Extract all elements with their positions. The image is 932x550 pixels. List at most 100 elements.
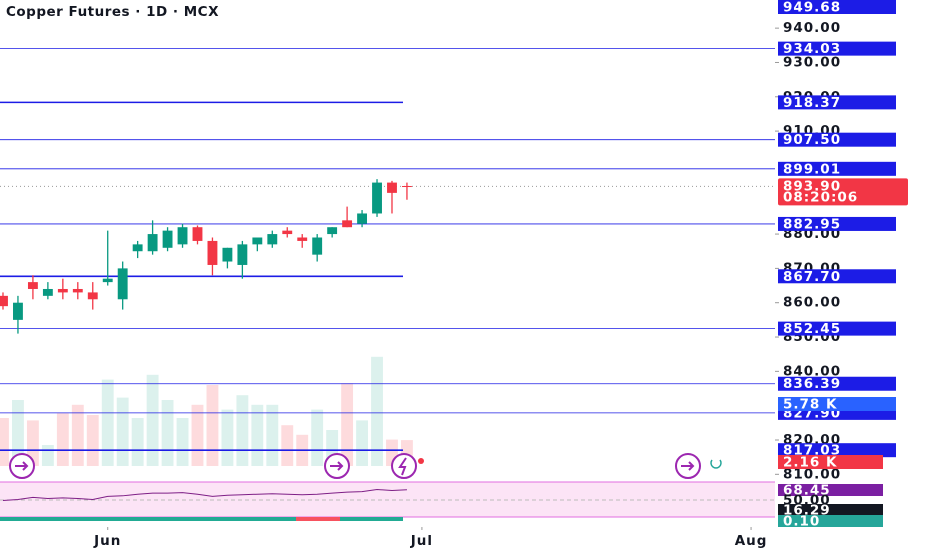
icon-arrow [330, 461, 344, 471]
level-label-box [778, 321, 896, 336]
candle-body [162, 230, 173, 248]
volume-last-label: 2.16 K [783, 455, 837, 471]
candle-body [132, 244, 143, 252]
level-label: 882.95 [783, 216, 841, 232]
volume-bar [116, 397, 129, 466]
volume-bar [236, 395, 249, 466]
volume-bar [86, 415, 99, 466]
volume-bar [146, 374, 159, 466]
volume-bar [26, 420, 39, 466]
candle-body [237, 244, 248, 265]
candle-body [342, 220, 353, 228]
indicator-strip-red [296, 517, 340, 521]
level-label: 817.03 [783, 443, 841, 459]
volume-bar [266, 404, 279, 466]
volume-bar [176, 418, 189, 466]
plot-area [0, 48, 775, 502]
candle-body [0, 295, 8, 307]
candle-body [27, 282, 38, 289]
x-tick-label: Jul [410, 533, 433, 549]
price-scale-labels: 810.00820.00840.00850.00860.00870.00880.… [775, 0, 908, 530]
volume-bar [0, 418, 9, 466]
volume-bar [56, 413, 69, 466]
icon-moon [710, 459, 722, 469]
level-label-box [778, 161, 896, 176]
candle-body [57, 288, 68, 293]
level-label-box [778, 269, 896, 284]
volume-bar [191, 404, 204, 466]
level-label: 949.68 [783, 0, 841, 16]
volume-bar [12, 400, 24, 466]
level-label-box [778, 0, 896, 14]
candle-body [267, 234, 278, 245]
candle-body [222, 247, 233, 262]
candle-body [13, 302, 23, 320]
level-label: 899.01 [783, 161, 841, 177]
candle-body [117, 268, 128, 300]
candle-body [42, 288, 53, 296]
candle-body [177, 227, 188, 245]
rsi-line [2, 488, 407, 502]
candle-body [357, 213, 368, 224]
icon-arrow [681, 461, 695, 471]
candle-body [72, 288, 83, 293]
candle-body [252, 237, 263, 245]
volume-ma-label: 5.78 K [783, 397, 837, 413]
countdown: 08:20:06 [783, 189, 858, 205]
candle-body [147, 234, 158, 252]
volume-bar [161, 400, 174, 466]
level-label-box [778, 443, 896, 458]
volume-bar [251, 404, 264, 466]
candle-body [312, 237, 323, 255]
volume-bar [371, 356, 383, 466]
volume-bar [281, 425, 294, 466]
chart-title: Copper Futures · 1D · MCX [6, 4, 219, 20]
last-price-box [778, 178, 908, 206]
level-label: 836.39 [783, 376, 841, 392]
candle-body [402, 186, 412, 188]
level-label-box [778, 41, 896, 56]
rsi-label: 16.29 [783, 503, 831, 519]
level-label: 867.70 [783, 269, 841, 285]
volume-bar [341, 383, 354, 466]
candle-body [327, 227, 338, 235]
level-label-box [778, 216, 896, 231]
level-label: 918.37 [783, 95, 841, 111]
indicator-icons [9, 453, 722, 479]
level-label-box [778, 132, 896, 147]
x-tick-label: Aug [735, 533, 768, 549]
level-label: 934.03 [783, 41, 841, 57]
level-label: 907.50 [783, 132, 841, 148]
volume-bar [386, 439, 398, 466]
rsi-label-box [778, 515, 883, 527]
candle-body [372, 182, 382, 214]
volume-bar [401, 440, 413, 466]
volume-bar [101, 379, 114, 466]
candle-body [297, 237, 308, 241]
icon-dot [418, 458, 424, 464]
y-tick-label: 860.00 [783, 295, 841, 311]
volume-bar [131, 418, 144, 466]
volume-bar [206, 385, 219, 466]
rsi-label-box [778, 504, 883, 516]
volume-bar [356, 420, 369, 466]
volume-bar [41, 445, 54, 466]
indicator-strip [0, 517, 403, 521]
volume-bar [326, 430, 339, 466]
candle-body [207, 240, 218, 265]
y-tick-label: 940.00 [783, 20, 841, 36]
volume-bar [311, 409, 324, 466]
volume-bar [221, 409, 234, 466]
candle-body [387, 182, 397, 193]
y-tick-label: 930.00 [783, 54, 841, 70]
last-price-label: 893.90 [783, 178, 841, 194]
rsi-label-box [778, 484, 883, 496]
icon-arrow [15, 461, 29, 471]
level-label-box [778, 95, 896, 110]
level-label: 852.45 [783, 321, 841, 337]
candle-body [87, 292, 98, 300]
x-tick-label: Jun [93, 533, 121, 549]
y-tick-label: 840.00 [783, 363, 841, 379]
candle-body [192, 227, 203, 241]
